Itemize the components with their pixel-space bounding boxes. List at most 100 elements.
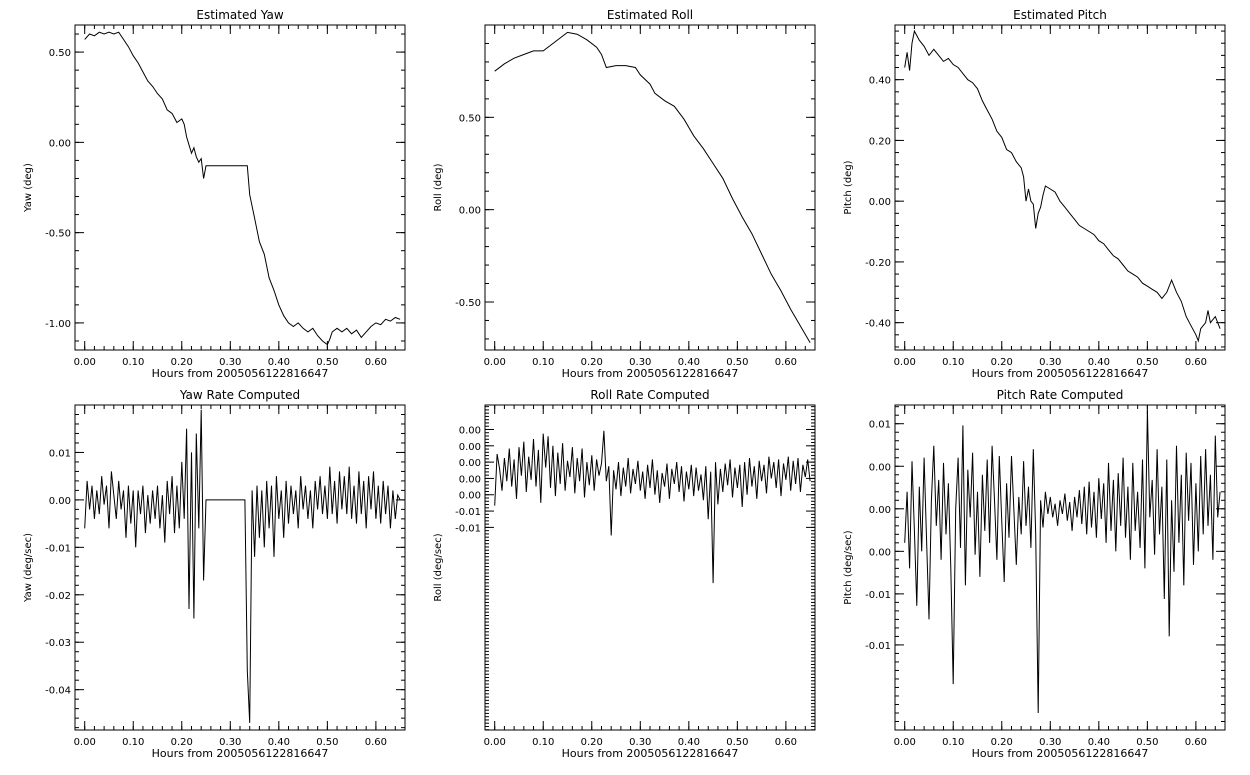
- y-tick-label: -0.50: [455, 298, 481, 309]
- x-tick-label: 0.40: [1088, 357, 1110, 368]
- series-line: [494, 31, 811, 343]
- plot-frame: [894, 404, 1226, 731]
- chart-title: Estimated Pitch: [1013, 8, 1107, 22]
- y-tick-label: 0.00: [459, 474, 481, 485]
- x-tick-label: 0.50: [1136, 737, 1158, 748]
- y-tick-label: 0.00: [49, 496, 71, 507]
- x-axis-label: Hours from 2005056122816647: [152, 367, 329, 380]
- x-tick-label: 0.60: [775, 737, 797, 748]
- x-tick-label: 0.20: [991, 737, 1013, 748]
- x-tick-label: 0.00: [484, 737, 506, 748]
- y-tick-label: -0.20: [865, 258, 891, 269]
- y-tick-label: -0.01: [45, 543, 71, 554]
- plot-frame: [74, 404, 406, 731]
- x-tick-label: 0.30: [1039, 357, 1061, 368]
- x-tick-label: 0.10: [532, 737, 554, 748]
- chart-title: Yaw Rate Computed: [179, 388, 300, 402]
- plot-frame: [74, 24, 406, 351]
- x-tick-label: 0.60: [775, 357, 797, 368]
- x-tick-label: 0.00: [894, 357, 916, 368]
- x-axis-label: Hours from 2005056122816647: [972, 367, 1149, 380]
- x-tick-label: 0.50: [726, 357, 748, 368]
- x-tick-label: 0.60: [1185, 357, 1207, 368]
- x-axis-label: Hours from 2005056122816647: [152, 747, 329, 760]
- series-line: [494, 430, 811, 584]
- chart-title: Roll Rate Computed: [590, 388, 709, 402]
- x-tick-label: 0.40: [678, 737, 700, 748]
- y-tick-label: 0.00: [459, 491, 481, 502]
- y-tick-label: 0.50: [459, 113, 481, 124]
- y-tick-label: 0.00: [459, 425, 481, 436]
- x-axis-label: Hours from 2005056122816647: [562, 747, 739, 760]
- y-tick-label: 0.00: [459, 442, 481, 453]
- y-axis-label: Yaw (deg): [23, 163, 34, 213]
- x-axis-label: Hours from 2005056122816647: [972, 747, 1149, 760]
- x-tick-label: 0.50: [316, 357, 338, 368]
- x-axis-label: Hours from 2005056122816647: [562, 367, 739, 380]
- x-tick-label: 0.30: [629, 357, 651, 368]
- y-tick-label: -1.00: [45, 319, 71, 330]
- x-tick-label: 0.10: [942, 737, 964, 748]
- x-tick-label: 0.20: [581, 737, 603, 748]
- chart-title: Estimated Yaw: [196, 8, 283, 22]
- x-tick-label: 0.20: [991, 357, 1013, 368]
- series-line: [84, 409, 401, 723]
- x-tick-label: 0.00: [74, 357, 96, 368]
- y-tick-label: 0.40: [869, 76, 891, 87]
- y-tick-label: -0.04: [45, 686, 71, 697]
- x-tick-label: 0.60: [365, 737, 387, 748]
- y-axis-label: Roll (deg): [433, 163, 444, 211]
- y-tick-label: -0.50: [45, 229, 71, 240]
- x-tick-label: 0.40: [268, 357, 290, 368]
- x-tick-label: 0.30: [629, 737, 651, 748]
- y-tick-label: 0.20: [869, 136, 891, 147]
- plot-frame: [894, 24, 1226, 351]
- x-tick-label: 0.00: [894, 737, 916, 748]
- x-tick-label: 0.10: [532, 357, 554, 368]
- series-line: [904, 29, 1221, 343]
- x-tick-label: 0.10: [942, 357, 964, 368]
- chart-title: Estimated Roll: [607, 8, 693, 22]
- x-tick-label: 0.20: [171, 357, 193, 368]
- series-line: [904, 410, 1221, 714]
- y-tick-label: -0.40: [865, 319, 891, 330]
- y-tick-label: 0.00: [459, 458, 481, 469]
- x-tick-label: 0.40: [678, 357, 700, 368]
- y-tick-label: -0.02: [45, 591, 71, 602]
- y-tick-label: -0.01: [865, 590, 891, 601]
- y-tick-label: -0.01: [455, 523, 481, 534]
- x-tick-label: 0.40: [268, 737, 290, 748]
- chart-panel-6: 0.00 0.10 0.20 0.30 0.40 0.50 0.60 0.01 0.00 0.00…: [843, 388, 1226, 760]
- y-tick-label: 0.00: [459, 206, 481, 217]
- y-tick-label: 0.01: [869, 420, 891, 431]
- y-tick-label: 0.00: [49, 138, 71, 149]
- y-tick-label: 0.00: [869, 197, 891, 208]
- x-tick-label: 0.40: [1088, 737, 1110, 748]
- chart-panel-2: 0.00 0.10 0.20 0.30 0.40 0.50 0.60 0.50 0.00 -0.5…: [433, 8, 816, 380]
- x-tick-label: 0.10: [122, 737, 144, 748]
- x-tick-label: 0.00: [74, 737, 96, 748]
- chart-panel-4: 0.00 0.10 0.20 0.30 0.40 0.50 0.60 0.01 0.00 -0.0…: [23, 388, 406, 760]
- y-tick-label: 0.01: [49, 448, 71, 459]
- chart-panel-5: 0.00 0.10 0.20 0.30 0.40 0.50 0.60 0.00 0.00 0.00…: [433, 388, 816, 760]
- x-tick-label: 0.30: [219, 737, 241, 748]
- x-tick-label: 0.30: [1039, 737, 1061, 748]
- chart-panel-3: 0.00 0.10 0.20 0.30 0.40 0.50 0.60 0.40 0.20 0.00…: [843, 8, 1226, 380]
- y-axis-label: Pitch (deg): [843, 160, 854, 214]
- x-tick-label: 0.60: [365, 357, 387, 368]
- y-axis-label: Roll (deg/sec): [433, 533, 444, 601]
- y-axis-label: Pitch (deg/sec): [843, 530, 854, 605]
- chart-panel-1: 0.00 0.10 0.20 0.30 0.40 0.50 0.60 0.50 0.00 -0.5…: [23, 8, 406, 380]
- x-tick-label: 0.10: [122, 357, 144, 368]
- y-axis-label: Yaw (deg/sec): [23, 533, 34, 603]
- y-tick-label: 0.50: [49, 48, 71, 59]
- x-tick-label: 0.20: [581, 357, 603, 368]
- y-tick-label: 0.00: [869, 547, 891, 558]
- x-tick-label: 0.50: [726, 737, 748, 748]
- x-tick-label: 0.30: [219, 357, 241, 368]
- x-tick-label: 0.60: [1185, 737, 1207, 748]
- y-tick-label: -0.03: [45, 638, 71, 649]
- y-tick-label: -0.01: [865, 641, 891, 652]
- y-tick-label: 0.00: [869, 505, 891, 516]
